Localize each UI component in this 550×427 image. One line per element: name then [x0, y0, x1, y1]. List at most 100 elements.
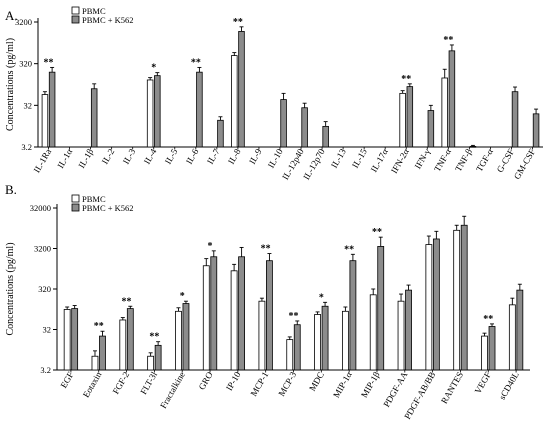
panel-a-x-tick-label-il-3: IL-3 [121, 147, 138, 166]
panel-b-bar-scd40l-pbmc-k562 [516, 289, 524, 371]
panel-b-x-tick-label-pdgf-aa: PDGF-AA [381, 370, 409, 409]
panel-b-bar-fgf-2-pbmc [119, 319, 127, 371]
panel-a-x-tick-label-il-1alpha: IL-1α [55, 147, 74, 170]
panel-a-label: A. [5, 8, 18, 23]
panel-b-significance-gro: * [208, 241, 213, 252]
panel-a-legend-label-pbmc-k562: PBMC + K562 [82, 15, 134, 25]
panel-b-bar-rantes-pbmc [453, 229, 461, 371]
panel-b-bar-fgf-2-pbmc-k562 [126, 308, 134, 371]
panel-a-x-tick-label-il-6: IL-6 [184, 147, 201, 166]
panel-a-x-tick-label-il-1beta: IL-1β [76, 147, 95, 170]
panel-a-significance-il-1ra: ** [44, 57, 54, 68]
panel-b-bar-mip-1alpha-pbmc-k562 [349, 260, 357, 371]
panel-b-significance-mcp-1: ** [261, 244, 271, 255]
panel-a-legend-swatch-pbmc [71, 6, 80, 15]
panel-a-x-tick-label-il-8: IL-8 [226, 147, 243, 166]
panel-b-bar-fractalkine-pbmc-k562 [182, 303, 190, 371]
panel-a-x-tick-label-il-7: IL-7 [205, 147, 222, 166]
panel-a-x-tick-label-il-5: IL-5 [163, 147, 180, 166]
panel-a-x-tick-label-tnf-alpha: TNF-α [432, 147, 453, 174]
panel-a-bar-il-4-pbmc-k562 [154, 75, 161, 148]
panel-b-x-tick-label-mip-1alpha: MIP-1α [331, 370, 354, 400]
panel-b-x-tick-label-mcp-3: MCP-3 [276, 370, 298, 398]
panel-a-x-tick-label-il-4: IL-4 [142, 147, 159, 166]
panel-b-bar-eotaxin-pbmc-k562 [99, 335, 106, 371]
panel-b-legend-label-pbmc: PBMC [82, 194, 106, 204]
panel-b-bar-egf-pbmc [63, 309, 71, 371]
panel-a-x-tick-label-ifn-2alpha: IFN-2α [389, 147, 411, 175]
panel-b-bar-ip-10-pbmc-k562 [238, 256, 246, 371]
panel-b-bar-fractalkine-pbmc [175, 310, 182, 371]
panel-b-significance-mip-1beta: ** [372, 227, 382, 238]
panel-a-bar-il-1ra-pbmc [41, 94, 49, 148]
panel-a-legend: PBMC PBMC + K562 [71, 6, 134, 25]
panel-a-bar-il-12p40-pbmc-k562 [301, 107, 308, 148]
panel-a-bar-il-7-pbmc-k562 [217, 119, 224, 148]
panel-b-x-tick-label-eotaxin: Eotaxin [81, 370, 104, 400]
panel-a-legend-swatch-pbmc-k562 [71, 15, 80, 24]
panel-a-bar-tnf-alpha-pbmc [441, 77, 448, 148]
panel-b-significance-mip-1alpha: ** [344, 244, 354, 255]
panel-b-bar-mcp-3-pbmc-k562 [293, 324, 301, 371]
panel-b-x-tick-label-mcp-1: MCP-1 [248, 370, 270, 398]
panel-a-y-tick-label: 320 [19, 59, 32, 69]
panel-a-x-tick-label-tnf-beta: TNF-β [453, 147, 474, 174]
panel-a-bar-il-8-pbmc [231, 55, 238, 148]
panel-a-x-tick-label-il-1ra: IL-1Ra [32, 147, 54, 175]
panel-b-x-tick-label-ip-10: IP-10 [224, 370, 243, 393]
panel-b-y-tick-label: 3.2 [40, 365, 51, 375]
panel-b-bar-ip-10-pbmc [230, 270, 238, 371]
panel-a-x-tick-label-il-17alpha: IL-17α [369, 147, 390, 174]
panel-a-y-tick-label: 3.2 [21, 142, 32, 152]
panel-a-bar-ifn-2alpha-pbmc [399, 92, 406, 148]
panel-b-chart: B. Concentrations (pg/ml) PBMC PBMC + K5… [5, 182, 530, 421]
panel-b-bar-vegf-pbmc [481, 335, 488, 371]
panel-b-significance-vegf: ** [483, 314, 493, 325]
panel-b-bar-flt-3l-pbmc [147, 355, 155, 371]
panel-a-significance-il-4: * [151, 63, 156, 74]
panel-b-bar-scd40l-pbmc [508, 304, 516, 371]
panel-a-x-tick-label-g-csf: G-CSF [495, 147, 516, 174]
panel-b-bar-rantes-pbmc-k562 [460, 224, 468, 371]
panel-b-bar-mip-1beta-pbmc [369, 294, 377, 371]
panel-b-significance-eotaxin: ** [94, 321, 104, 332]
panel-b-legend: PBMC PBMC + K562 [71, 194, 134, 213]
panel-b-legend-swatch-pbmc [71, 194, 80, 203]
panel-b-bar-eotaxin-pbmc [91, 355, 99, 371]
panel-a-bar-g-csf-pbmc-k562 [511, 91, 519, 148]
panel-a-significance-il-6: ** [191, 57, 201, 68]
panel-b-x-tick-label-rantes: RANTES [439, 370, 465, 405]
panel-b-bar-flt-3l-pbmc-k562 [154, 344, 162, 371]
panel-a-x-tick-label-ifn-gamma: IFN-γ [413, 147, 432, 171]
panel-a-significance-il-8: ** [233, 17, 243, 28]
panel-a-bar-il-1beta-pbmc-k562 [90, 88, 98, 148]
panel-a-bar-il-4-pbmc [146, 79, 154, 148]
panel-b-bar-mcp-1-pbmc-k562 [266, 260, 273, 371]
panel-b-x-tick-label-scd40l: sCD40L [497, 370, 521, 401]
panel-b-bar-pdgf-ab-bb-pbmc-k562 [432, 238, 440, 371]
panel-a-y-tick-label: 3200 [15, 17, 32, 27]
panel-b-x-tick-label-gro: GRO [197, 370, 215, 392]
panel-a-significance-ifn-2alpha: ** [401, 74, 411, 85]
panel-b-significance-flt-3l: ** [149, 332, 159, 343]
panel-b-bar-gro-pbmc-k562 [210, 256, 218, 371]
panel-b-x-tick-label-mdc: MDC [307, 370, 326, 393]
panel-b-x-tick-label-fractalkine: Fractalkine [158, 370, 187, 410]
panel-b-bar-mip-1alpha-pbmc [341, 310, 349, 371]
panel-a-bar-il-10-pbmc-k562 [280, 99, 287, 148]
panel-a-x-tick-label-il-15: IL-15 [350, 147, 369, 170]
panel-b-significance-fractalkine: * [180, 291, 185, 302]
panel-a-bar-il-1ra-pbmc-k562 [48, 71, 56, 148]
panel-b-y-tick-label: 320 [38, 284, 51, 294]
panel-b-bar-mcp-1-pbmc [258, 300, 266, 371]
panel-a-x-tick-label-il-9: IL-9 [247, 147, 264, 166]
panel-a-chart: A. Concentrations (pg/ml) PBMC PBMC + K5… [5, 6, 543, 181]
panel-a-bar-ifn-2alpha-pbmc-k562 [406, 86, 414, 148]
panel-b-y-axis-label: Concentrations (pg/ml) [5, 242, 16, 335]
panel-a-plot-area: 3.2 32 320 3200 IL-1Ra IL-1α IL-1β IL-2 IL-3 IL-4… [15, 17, 543, 181]
panel-a-x-tick-label-il-10: IL-10 [266, 147, 285, 170]
panel-b-significance-mdc: * [319, 292, 324, 303]
panel-b-bar-pdgf-aa-pbmc-k562 [405, 289, 412, 371]
panel-a-bar-ifn-gamma-pbmc-k562 [427, 110, 435, 148]
